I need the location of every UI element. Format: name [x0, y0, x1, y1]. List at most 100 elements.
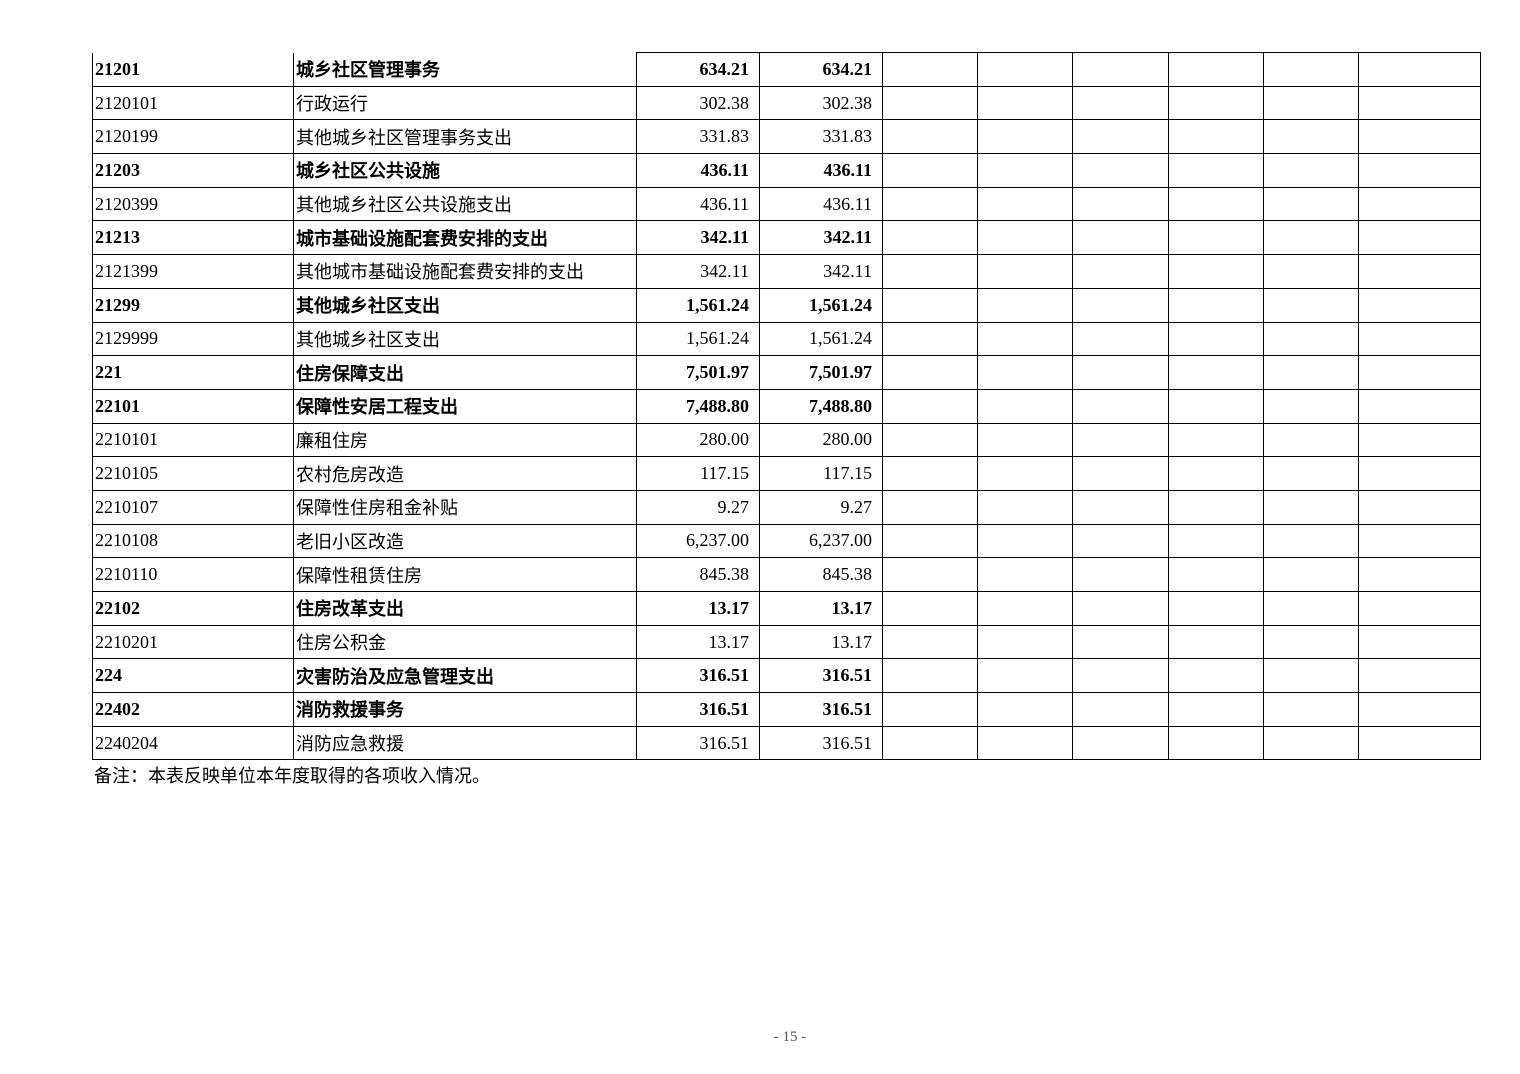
empty-cell — [882, 321, 978, 357]
table-row: 22101 保障性安居工程支出 7,488.80 7,488.80 — [92, 388, 1481, 424]
empty-cell — [1358, 523, 1481, 559]
amount-total-cell: 331.83 — [636, 119, 760, 155]
empty-cell — [1263, 658, 1359, 694]
empty-cell — [977, 658, 1073, 694]
amount-total-cell: 316.51 — [636, 692, 760, 727]
empty-cell — [1072, 85, 1169, 121]
amount-total-cell: 342.11 — [636, 220, 760, 256]
empty-cell — [882, 658, 978, 694]
name-cell: 其他城乡社区支出 — [293, 321, 637, 357]
name-cell: 其他城乡社区管理事务支出 — [293, 119, 637, 155]
empty-cell — [1072, 489, 1169, 525]
table-row: 21201 城乡社区管理事务 634.21 634.21 — [92, 52, 1481, 87]
empty-cell — [977, 692, 1073, 727]
empty-cell — [1358, 220, 1481, 256]
empty-cell — [1263, 624, 1359, 660]
empty-cell — [1263, 422, 1359, 458]
empty-cell — [1168, 85, 1264, 121]
empty-cell — [882, 422, 978, 458]
code-cell: 2210101 — [92, 422, 294, 458]
amount-fiscal-cell: 13.17 — [759, 624, 883, 660]
empty-cell — [1168, 388, 1264, 424]
empty-cell — [882, 85, 978, 121]
empty-cell — [1358, 85, 1481, 121]
empty-cell — [1263, 489, 1359, 525]
empty-cell — [977, 321, 1073, 357]
amount-total-cell: 316.51 — [636, 725, 760, 761]
code-cell: 21213 — [92, 220, 294, 256]
empty-cell — [1168, 153, 1264, 188]
empty-cell — [1358, 321, 1481, 357]
empty-cell — [977, 422, 1073, 458]
table-row: 21203 城乡社区公共设施 436.11 436.11 — [92, 153, 1481, 188]
code-cell: 2210201 — [92, 624, 294, 660]
empty-cell — [1072, 355, 1169, 390]
table-row: 2240204 消防应急救援 316.51 316.51 — [92, 725, 1481, 761]
empty-cell — [1263, 692, 1359, 727]
empty-cell — [1168, 658, 1264, 694]
empty-cell — [1263, 523, 1359, 559]
empty-cell — [1072, 422, 1169, 458]
amount-fiscal-cell: 436.11 — [759, 186, 883, 222]
amount-total-cell: 436.11 — [636, 153, 760, 188]
empty-cell — [1263, 119, 1359, 155]
empty-cell — [1358, 254, 1481, 289]
code-cell: 2120101 — [92, 85, 294, 121]
name-cell: 保障性住房租金补贴 — [293, 489, 637, 525]
empty-cell — [977, 153, 1073, 188]
code-cell: 224 — [92, 658, 294, 694]
amount-fiscal-cell: 302.38 — [759, 85, 883, 121]
empty-cell — [1072, 658, 1169, 694]
empty-cell — [1168, 489, 1264, 525]
empty-cell — [1358, 52, 1481, 87]
empty-cell — [1072, 692, 1169, 727]
code-cell: 21201 — [92, 52, 294, 87]
empty-cell — [882, 355, 978, 390]
empty-cell — [1072, 557, 1169, 592]
empty-cell — [1168, 523, 1264, 559]
table-note: 备注：本表反映单位本年度取得的各项收入情况。 — [94, 766, 490, 786]
amount-fiscal-cell: 6,237.00 — [759, 523, 883, 559]
amount-fiscal-cell: 436.11 — [759, 153, 883, 188]
empty-cell — [882, 52, 978, 87]
empty-cell — [977, 287, 1073, 323]
empty-cell — [1072, 287, 1169, 323]
empty-cell — [1072, 725, 1169, 761]
empty-cell — [1168, 692, 1264, 727]
empty-cell — [1072, 388, 1169, 424]
empty-cell — [1168, 624, 1264, 660]
table-row: 21299 其他城乡社区支出 1,561.24 1,561.24 — [92, 287, 1481, 323]
empty-cell — [1072, 456, 1169, 491]
table-row: 224 灾害防治及应急管理支出 316.51 316.51 — [92, 658, 1481, 694]
code-cell: 22102 — [92, 591, 294, 626]
name-cell: 保障性租赁住房 — [293, 557, 637, 592]
empty-cell — [1263, 220, 1359, 256]
empty-cell — [1168, 355, 1264, 390]
empty-cell — [1358, 422, 1481, 458]
name-cell: 城市基础设施配套费安排的支出 — [293, 220, 637, 256]
income-table: 21201 城乡社区管理事务 634.21 634.21 2120101 行政运行 302.… — [92, 52, 1481, 761]
code-cell: 2120199 — [92, 119, 294, 155]
name-cell: 保障性安居工程支出 — [293, 388, 637, 424]
name-cell: 行政运行 — [293, 85, 637, 121]
empty-cell — [882, 254, 978, 289]
amount-fiscal-cell: 280.00 — [759, 422, 883, 458]
name-cell: 消防应急救援 — [293, 725, 637, 761]
empty-cell — [1168, 725, 1264, 761]
name-cell: 住房公积金 — [293, 624, 637, 660]
empty-cell — [977, 85, 1073, 121]
amount-fiscal-cell: 845.38 — [759, 557, 883, 592]
empty-cell — [1072, 220, 1169, 256]
name-cell: 其他城乡社区公共设施支出 — [293, 186, 637, 222]
empty-cell — [882, 456, 978, 491]
amount-total-cell: 342.11 — [636, 254, 760, 289]
amount-fiscal-cell: 1,561.24 — [759, 287, 883, 323]
table-row: 2120101 行政运行 302.38 302.38 — [92, 85, 1481, 121]
amount-total-cell: 117.15 — [636, 456, 760, 491]
name-cell: 其他城乡社区支出 — [293, 287, 637, 323]
empty-cell — [882, 557, 978, 592]
empty-cell — [977, 388, 1073, 424]
code-cell: 21299 — [92, 287, 294, 323]
name-cell: 廉租住房 — [293, 422, 637, 458]
empty-cell — [1263, 456, 1359, 491]
